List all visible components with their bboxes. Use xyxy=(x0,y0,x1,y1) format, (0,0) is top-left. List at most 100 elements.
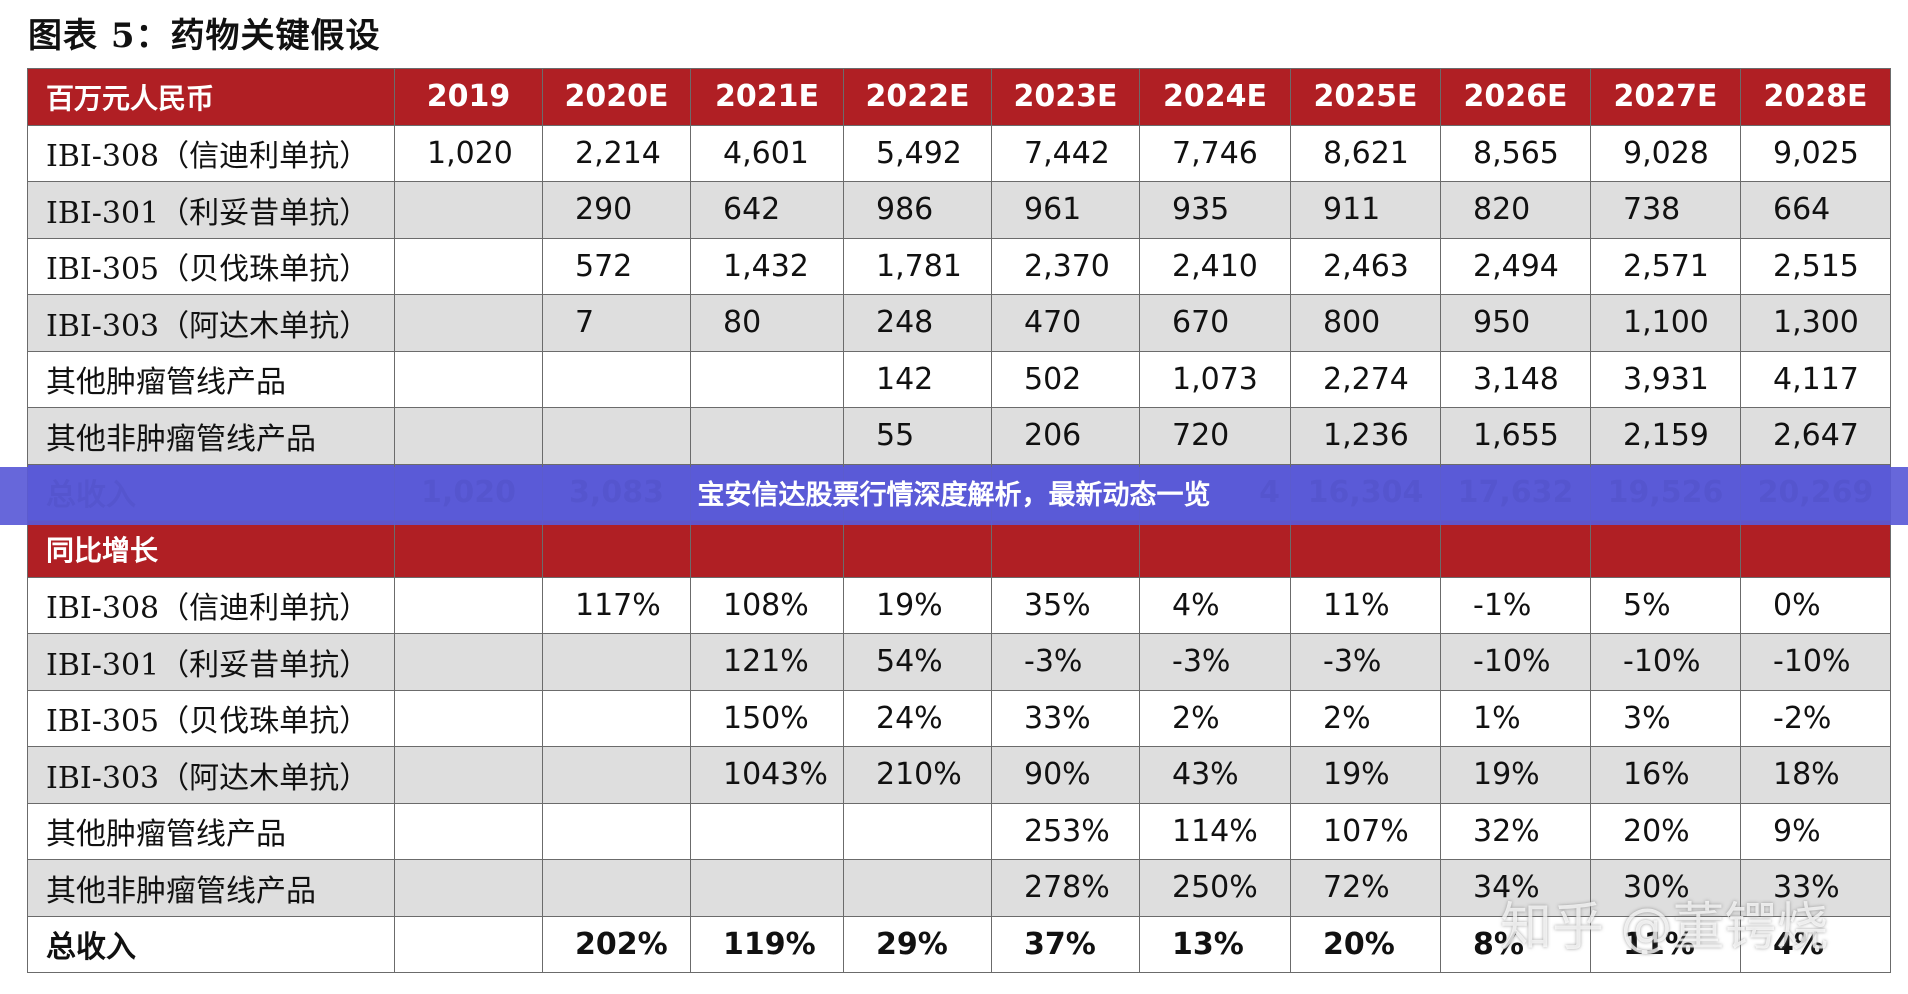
table-cell: 253% xyxy=(991,802,1140,860)
table-cell: 150% xyxy=(690,689,844,747)
table-cell: 2,370 xyxy=(991,237,1140,295)
table-cell: 24% xyxy=(843,689,992,747)
table-cell: 1,073 xyxy=(1139,350,1291,408)
table-row: IBI-301（利妥昔单抗） 121% 54% -3% -3% -3% -10% -10% -1… xyxy=(27,633,1891,691)
table-cell: 2% xyxy=(1290,689,1441,747)
table-cell: 2,410 xyxy=(1139,237,1291,295)
row-label: IBI-301（利妥昔单抗） xyxy=(27,181,395,239)
growth-total-row: 总收入 202% 119% 29% 37% 13% 20% 8% 11% 4% xyxy=(27,915,1891,973)
table-cell: 8,621 xyxy=(1290,124,1441,182)
table-cell: 2024E xyxy=(1139,68,1291,126)
table-cell: 670 xyxy=(1139,294,1291,352)
table-cell xyxy=(542,350,691,408)
table-cell xyxy=(394,294,543,352)
table-cell: 1,655 xyxy=(1440,407,1591,465)
table-cell: 2020E xyxy=(542,68,691,126)
table-cell: 8% xyxy=(1440,915,1591,973)
row-label: IBI-303（阿达木单抗） xyxy=(27,746,395,804)
table-cell: 502 xyxy=(991,350,1140,408)
table-row: IBI-305（贝伐珠单抗） 150% 24% 33% 2% 2% 1% 3% -2% xyxy=(27,689,1891,747)
table-cell xyxy=(394,407,543,465)
row-label: IBI-301（利妥昔单抗） xyxy=(27,633,395,691)
table-cell xyxy=(394,633,543,691)
table-cell xyxy=(690,350,844,408)
row-label: IBI-305（贝伐珠单抗） xyxy=(27,689,395,747)
table-cell: 3% xyxy=(1590,689,1741,747)
row-label: IBI-303（阿达木单抗） xyxy=(27,294,395,352)
table-cell: 1,432 xyxy=(690,237,844,295)
table-cell xyxy=(394,915,543,973)
table-row: IBI-303（阿达木单抗） 7 80 248 470 670 800 950 1,100 1,3… xyxy=(27,294,1891,352)
table-cell: 1,020 xyxy=(394,124,543,182)
table-cell: 2021E xyxy=(690,68,844,126)
table-cell xyxy=(394,237,543,295)
table-cell: 20% xyxy=(1290,915,1441,973)
table-cell: 2,214 xyxy=(542,124,691,182)
zhihu-watermark: 知乎 @董锷烧 xyxy=(1500,898,1829,958)
table-cell: 1,300 xyxy=(1740,294,1891,352)
table-row: 其他非肿瘤管线产品 55 206 720 1,236 1,655 2,159 2,647 xyxy=(27,407,1891,465)
table-cell xyxy=(690,802,844,860)
row-label: IBI-308（信迪利单抗） xyxy=(27,576,395,634)
table-cell xyxy=(394,181,543,239)
growth-header-row: 同比增长 xyxy=(27,520,1891,578)
table-cell: 950 xyxy=(1440,294,1591,352)
table-cell: 19% xyxy=(843,576,992,634)
table-cell: 117% xyxy=(542,576,691,634)
table-row: 其他肿瘤管线产品 253% 114% 107% 32% 20% 9% xyxy=(27,802,1891,860)
table-cell: 108% xyxy=(690,576,844,634)
table-cell: 11% xyxy=(1590,915,1741,973)
table-cell: 90% xyxy=(991,746,1140,804)
table-cell: 278% xyxy=(991,859,1140,917)
table-cell xyxy=(542,859,691,917)
table-cell: 16% xyxy=(1590,746,1741,804)
table-cell: 2019 xyxy=(394,68,543,126)
table-cell: 250% xyxy=(1139,859,1291,917)
table-cell: 738 xyxy=(1590,181,1741,239)
table-cell: 1,100 xyxy=(1590,294,1741,352)
table-cell: 19% xyxy=(1290,746,1441,804)
table-cell: 8,565 xyxy=(1440,124,1591,182)
table-cell xyxy=(1440,520,1591,578)
table-cell: 107% xyxy=(1290,802,1441,860)
table-cell: 911 xyxy=(1290,181,1441,239)
table-cell: 2,159 xyxy=(1590,407,1741,465)
table-cell: 248 xyxy=(843,294,992,352)
table-row: 其他非肿瘤管线产品 278% 250% 72% 34% 30% 33% xyxy=(27,859,1891,917)
table-cell: 290 xyxy=(542,181,691,239)
table-cell: 114% xyxy=(1139,802,1291,860)
table-cell xyxy=(394,802,543,860)
table-cell xyxy=(542,407,691,465)
table-cell: 2027E xyxy=(1590,68,1741,126)
table-cell: 4,601 xyxy=(690,124,844,182)
table-cell xyxy=(1740,520,1891,578)
table-cell: 20% xyxy=(1590,802,1741,860)
table-cell: 119% xyxy=(690,915,844,973)
overlay-banner[interactable]: 宝安信达股票行情深度解析，最新动态一览 xyxy=(0,467,1908,525)
table-cell xyxy=(843,520,992,578)
row-label: 百万元人民币 xyxy=(27,68,395,126)
row-label: 总收入 xyxy=(27,915,395,973)
table-cell xyxy=(843,859,992,917)
table-cell: 210% xyxy=(843,746,992,804)
row-label: 其他非肿瘤管线产品 xyxy=(27,859,395,917)
table-cell: 2,274 xyxy=(1290,350,1441,408)
table-cell: 2,515 xyxy=(1740,237,1891,295)
table-cell xyxy=(542,520,691,578)
table-row: IBI-308（信迪利单抗） 117% 108% 19% 35% 4% 11% -1% 5% 0% xyxy=(27,576,1891,634)
table-cell: 1% xyxy=(1440,689,1591,747)
table-cell: 54% xyxy=(843,633,992,691)
table-cell: 0% xyxy=(1740,576,1891,634)
table-cell: 642 xyxy=(690,181,844,239)
table-cell: 33% xyxy=(991,689,1140,747)
table-cell xyxy=(1139,520,1291,578)
table-cell: 11% xyxy=(1290,576,1441,634)
table-cell: 4% xyxy=(1740,915,1891,973)
table-cell xyxy=(542,633,691,691)
table-cell: 80 xyxy=(690,294,844,352)
table-cell xyxy=(843,802,992,860)
table-cell: 4,117 xyxy=(1740,350,1891,408)
table-cell: -10% xyxy=(1440,633,1591,691)
table-cell: 9,025 xyxy=(1740,124,1891,182)
row-label: IBI-308（信迪利单抗） xyxy=(27,124,395,182)
